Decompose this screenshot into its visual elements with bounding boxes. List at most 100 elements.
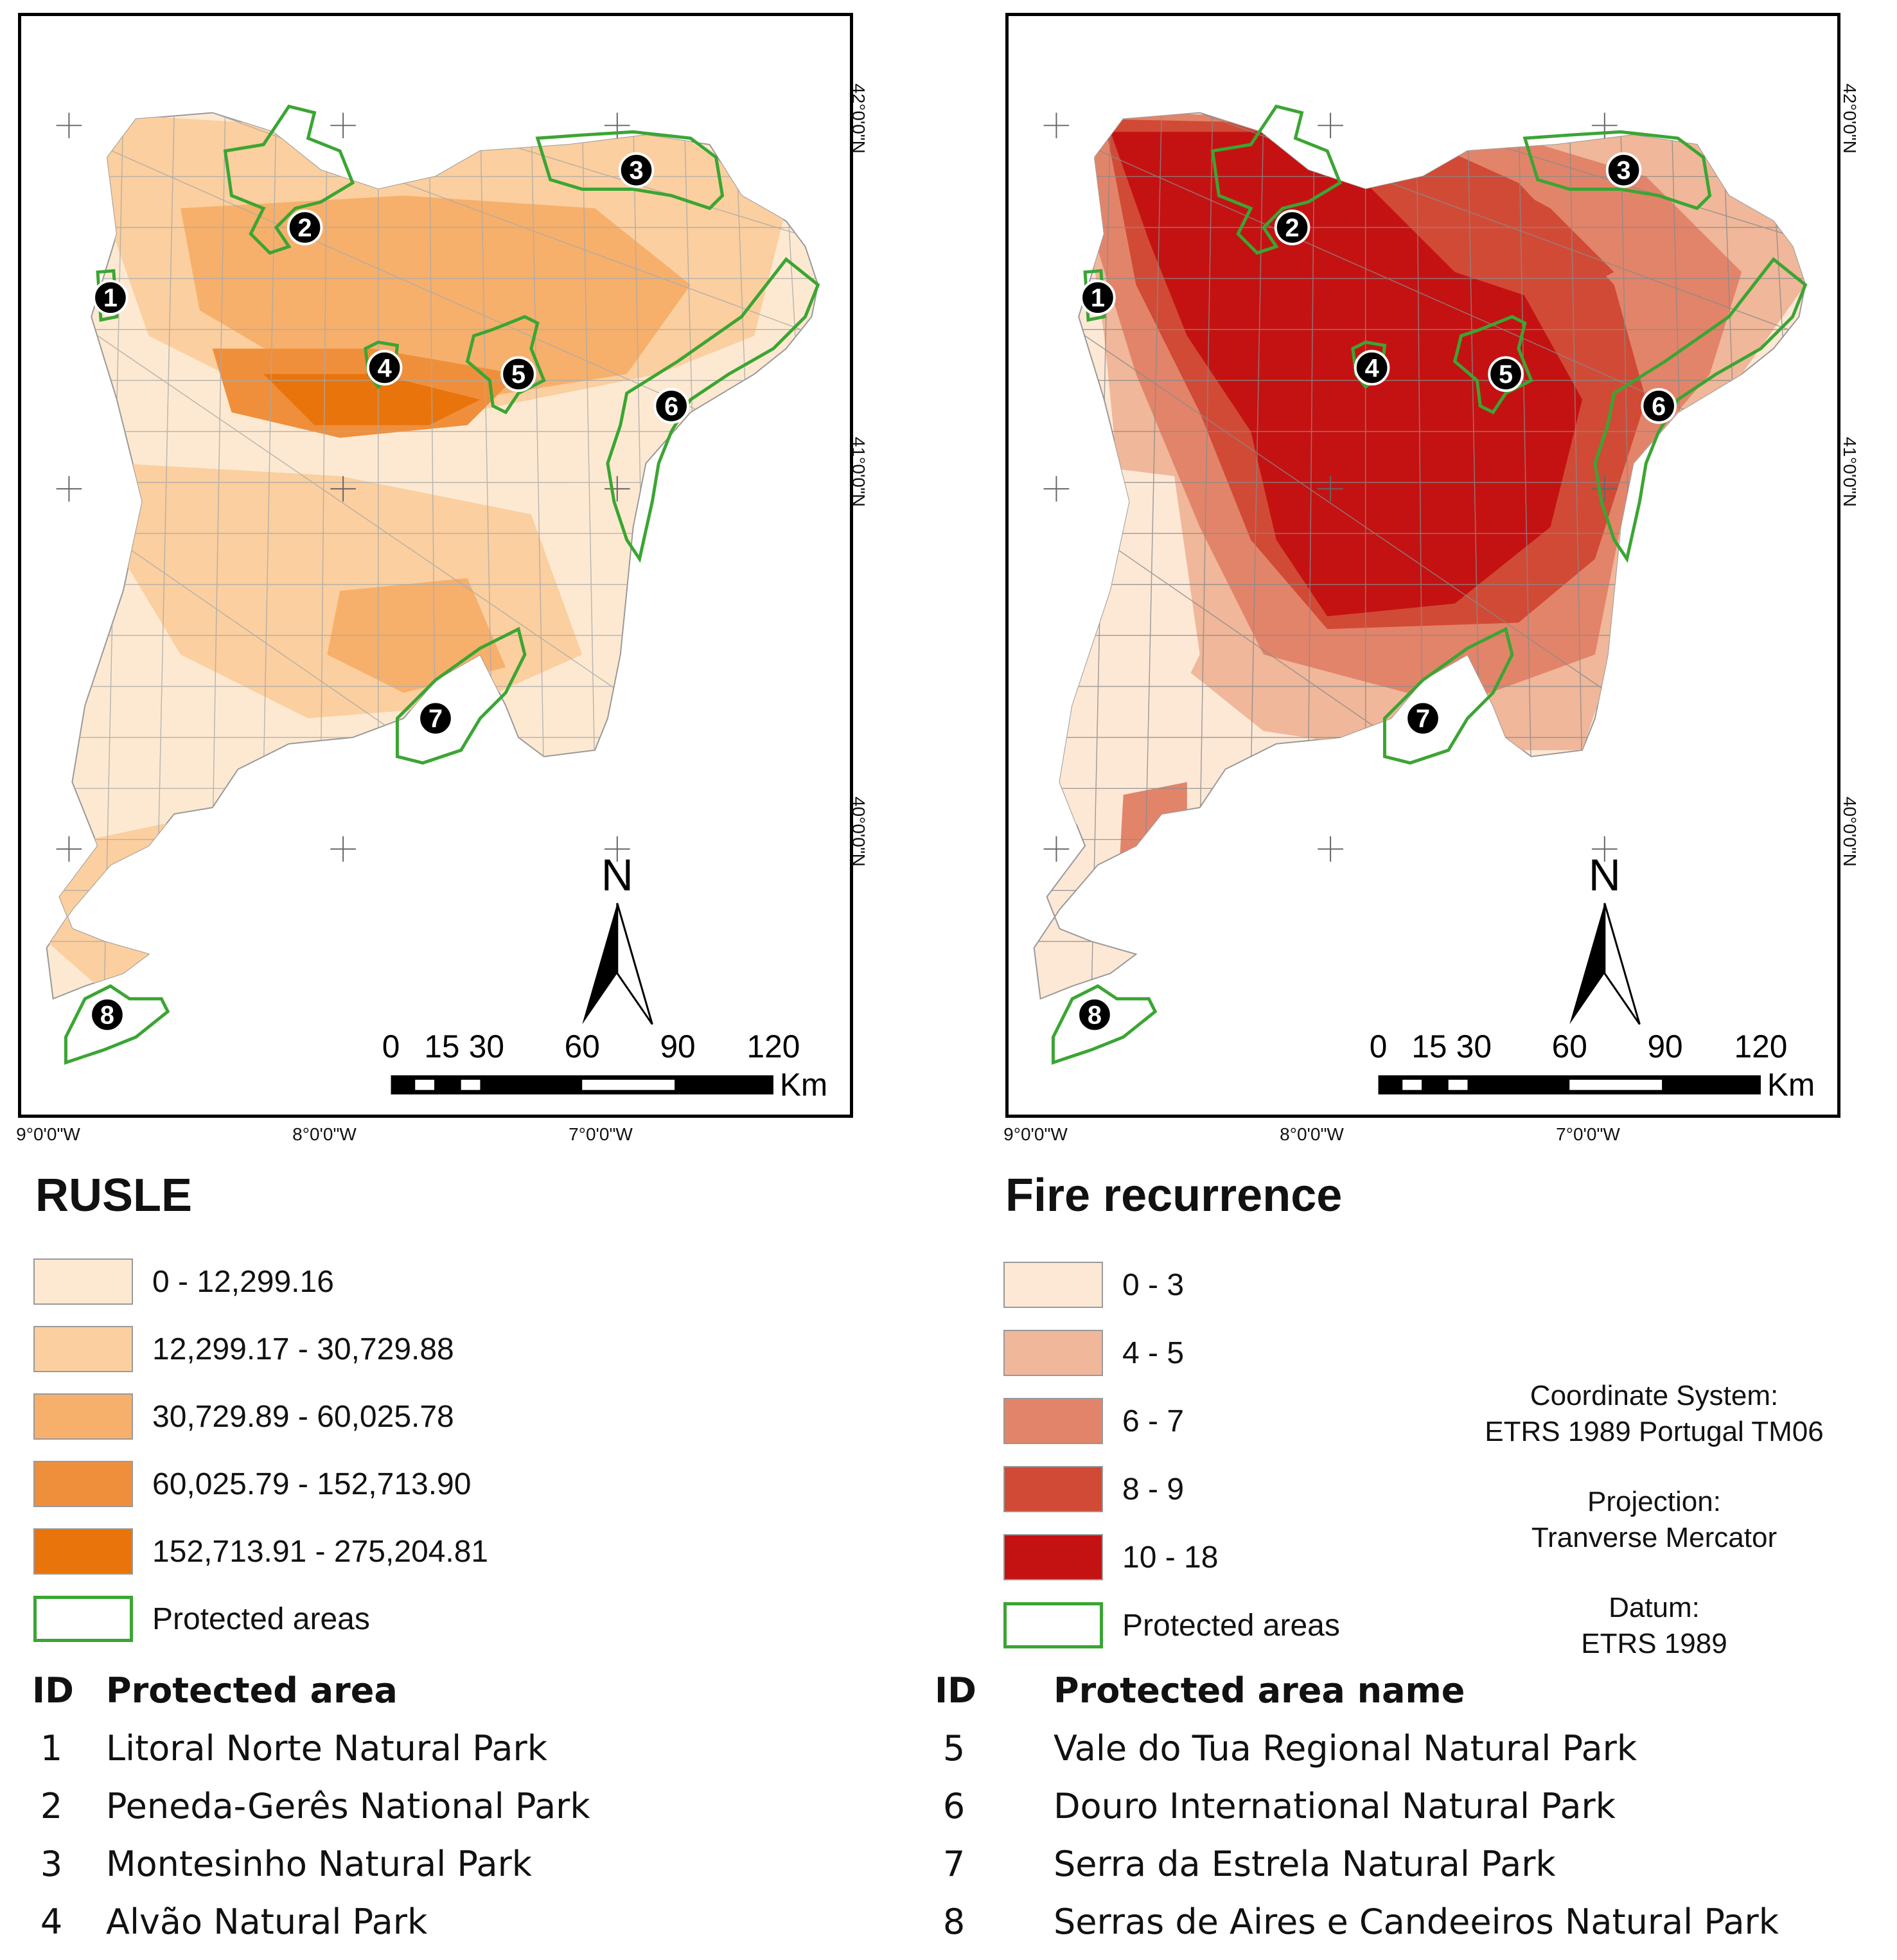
table-row-id: 2 (40, 1786, 63, 1826)
legend-label: 152,713.91 - 275,204.81 (152, 1534, 489, 1569)
scale-tick: 15 (424, 1029, 459, 1064)
table-row-name: Vale do Tua Regional Natural Park (1054, 1728, 1637, 1769)
lon-label: 8°0'0"W (292, 1124, 357, 1144)
legend-label: 8 - 9 (1122, 1472, 1185, 1506)
area-marker-label: 5 (511, 360, 525, 389)
scale-tick: 0 (1370, 1029, 1388, 1064)
legend-swatch (33, 1461, 133, 1507)
rusle-legend-item: 0 - 12,299.16 (33, 1256, 334, 1307)
legend-label: 10 - 18 (1122, 1540, 1219, 1575)
table-row-id: 3 (40, 1844, 63, 1884)
area-marker-4: 4 (366, 349, 403, 386)
legend-swatch (1003, 1466, 1103, 1512)
scale-tick: 90 (660, 1029, 695, 1064)
legend-swatch (1003, 1398, 1103, 1444)
north-label: N (1589, 850, 1621, 900)
lat-label: 41°0'0"N (849, 437, 869, 507)
legend-label: 12,299.17 - 30,729.88 (152, 1332, 454, 1366)
lat-label: 42°0'0"N (1840, 84, 1860, 154)
lat-label: 40°0'0"N (1840, 797, 1860, 867)
fire-legend-item: Protected areas (1003, 1600, 1340, 1651)
north-arrow-icon: N (582, 850, 653, 1025)
scale-tick: 30 (1456, 1029, 1492, 1064)
area-marker-label: 4 (378, 354, 392, 382)
scale-tick: 60 (565, 1029, 600, 1064)
scale-unit: Km (1767, 1067, 1815, 1103)
area-marker-8: 8 (1077, 996, 1113, 1033)
legend-label: 30,729.89 - 60,025.78 (152, 1399, 454, 1434)
rusle-map-frame: 1 2 3 4 5 6 7 8 N 0 15 30 60 90 120 Km (18, 13, 853, 1118)
area-marker-label: 1 (1091, 284, 1105, 312)
area-marker-label: 8 (1088, 1001, 1102, 1029)
table-row-id: 8 (942, 1902, 966, 1942)
area-marker-6: 6 (1641, 388, 1677, 424)
legend-label: 60,025.79 - 152,713.90 (152, 1467, 472, 1501)
area-marker-7: 7 (418, 700, 454, 736)
area-marker-6: 6 (653, 388, 689, 424)
scale-tick: 120 (747, 1029, 800, 1064)
fire-legend-item: 6 - 7 (1003, 1395, 1184, 1447)
legend-label: 4 - 5 (1122, 1336, 1185, 1370)
crs-proj-title: Projection: (1587, 1486, 1721, 1517)
fire-recurrence-map-frame: 1 2 3 4 5 6 7 8 N 0 15 30 60 90 120 Km (1005, 13, 1840, 1118)
area-markers: 1 2 3 4 5 6 7 8 (1077, 152, 1677, 1033)
area-marker-7: 7 (1405, 700, 1441, 736)
area-marker-label: 2 (1285, 214, 1300, 242)
scale-tick: 30 (469, 1029, 504, 1064)
area-marker-label: 8 (100, 1001, 114, 1029)
legend-swatch (33, 1326, 133, 1372)
legend-swatch-protected (33, 1596, 133, 1642)
table-id-header-right: ID (935, 1670, 976, 1711)
graticule (1043, 112, 1618, 862)
area-marker-1: 1 (1080, 279, 1116, 316)
lon-label: 9°0'0"W (16, 1124, 80, 1144)
scale-bar: 0 15 30 60 90 120 Km (1370, 1029, 1815, 1103)
table-row-name: Montesinho Natural Park (106, 1844, 533, 1884)
fire-legend-item: 10 - 18 (1003, 1532, 1218, 1583)
lon-label: 7°0'0"W (569, 1124, 633, 1144)
area-marker-label: 7 (428, 705, 443, 733)
rusle-legend-title: RUSLE (35, 1170, 193, 1221)
table-row-id: 1 (40, 1728, 63, 1769)
scale-tick: 120 (1734, 1029, 1788, 1064)
scale-unit: Km (780, 1067, 827, 1103)
crs-coord-value: ETRS 1989 Portugal TM06 (1485, 1416, 1824, 1447)
area-marker-3: 3 (1605, 152, 1642, 188)
legend-swatch (1003, 1534, 1103, 1580)
legend-label: Protected areas (1122, 1608, 1340, 1643)
rusle-map: 1 2 3 4 5 6 7 8 N 0 15 30 60 90 120 Km (46, 104, 828, 1103)
lon-label: 8°0'0"W (1280, 1124, 1344, 1144)
legend-label: 6 - 7 (1122, 1404, 1185, 1438)
table-row-id: 4 (40, 1902, 63, 1942)
legend-swatch (1003, 1330, 1103, 1376)
table-row-id: 7 (942, 1844, 966, 1884)
legend-swatch (33, 1258, 133, 1305)
north-arrow-icon: N (1569, 850, 1641, 1025)
area-marker-label: 5 (1499, 360, 1513, 389)
table-row-id: 6 (942, 1786, 966, 1826)
rusle-legend-item: 12,299.17 - 30,729.88 (33, 1323, 454, 1375)
table-id-header-left: ID (32, 1670, 74, 1711)
table-row-name: Alvão Natural Park (106, 1902, 428, 1942)
scale-bar: 0 15 30 60 90 120 Km (382, 1029, 828, 1103)
table-name-header-right: Protected area name (1054, 1670, 1465, 1711)
crs-datum: Datum: ETRS 1989 (1449, 1590, 1860, 1662)
area-markers: 1 2 3 4 5 6 7 8 (89, 152, 689, 1033)
legend-label: 0 - 12,299.16 (152, 1264, 334, 1299)
scale-tick: 15 (1411, 1029, 1447, 1064)
lon-label: 9°0'0"W (1003, 1124, 1068, 1144)
lat-label: 41°0'0"N (1840, 437, 1860, 507)
area-marker-8: 8 (89, 996, 125, 1033)
table-row-name: Peneda-Gerês National Park (106, 1786, 590, 1826)
area-marker-5: 5 (1488, 356, 1524, 393)
rusle-legend-item: Protected areas (33, 1593, 370, 1645)
scale-tick: 60 (1552, 1029, 1587, 1064)
table-row-name: Douro International Natural Park (1054, 1786, 1616, 1826)
area-marker-label: 7 (1416, 705, 1430, 733)
area-marker-label: 6 (664, 393, 678, 421)
table-row-id: 5 (942, 1728, 966, 1769)
legend-label: 0 - 3 (1122, 1267, 1185, 1302)
crs-projection: Projection: Tranverse Mercator (1449, 1484, 1860, 1556)
area-marker-1: 1 (93, 279, 128, 316)
rusle-legend-item: 152,713.91 - 275,204.81 (33, 1526, 488, 1577)
